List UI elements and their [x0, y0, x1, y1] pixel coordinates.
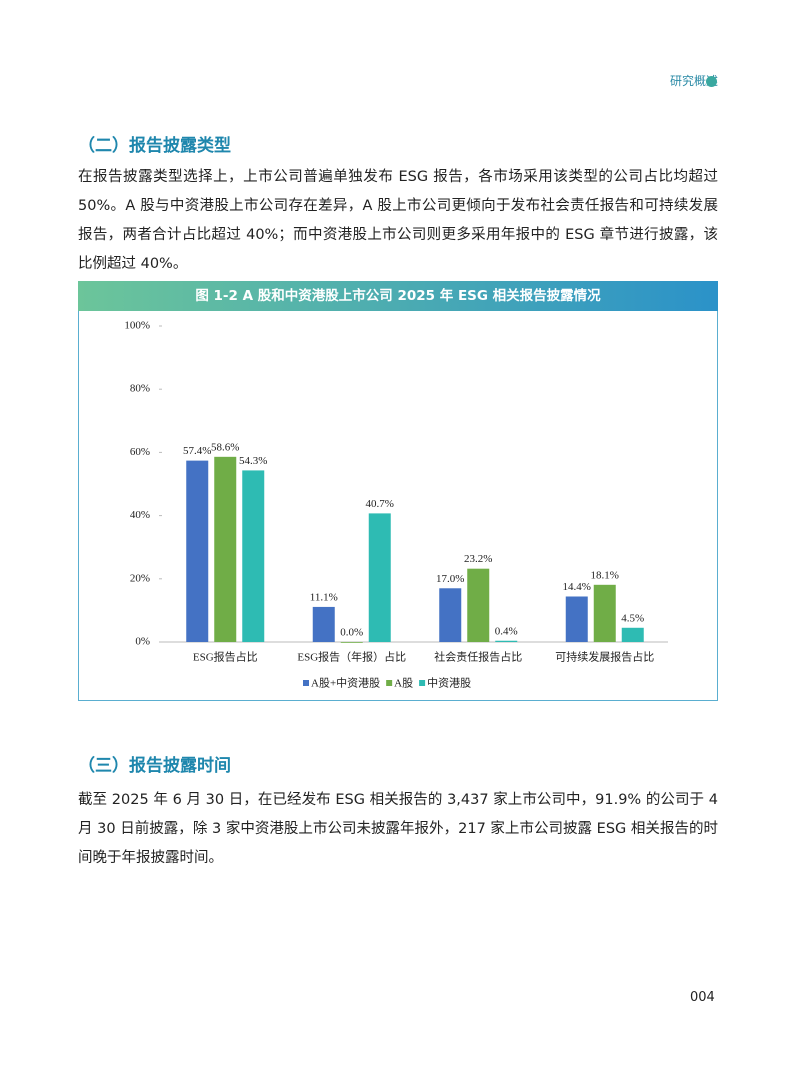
value-label: 11.1% — [310, 591, 338, 603]
legend-swatch — [419, 680, 426, 686]
value-label: 57.4% — [183, 445, 211, 457]
y-tick-label: 60% — [130, 446, 150, 458]
bar — [312, 606, 335, 642]
value-label: 0.4% — [495, 625, 518, 637]
bar — [565, 596, 588, 642]
header-dot — [706, 76, 717, 87]
y-tick-label: 20% — [130, 572, 150, 584]
bar — [186, 460, 209, 642]
y-tick-label: 0% — [135, 636, 150, 648]
paragraph: 在报告披露类型选择上，上市公司普遍单独发布 ESG 报告，各市场采用该类型的公司… — [78, 169, 718, 272]
bar — [495, 640, 518, 642]
chart: 图 1-2 A 股和中资港股上市公司 2025 年 ESG 相关报告披露情况 0… — [78, 281, 718, 701]
value-label: 58.6% — [211, 441, 239, 453]
x-tick-label: ESG报告占比 — [193, 650, 258, 664]
chart-title: 图 1-2 A 股和中资港股上市公司 2025 年 ESG 相关报告披露情况 — [195, 287, 601, 304]
y-tick-label: 100% — [124, 320, 150, 332]
value-label: 18.1% — [591, 569, 619, 581]
bar — [242, 470, 265, 642]
y-tick-label: 80% — [130, 383, 150, 395]
page-number: 004 — [690, 990, 715, 1005]
value-label: 14.4% — [563, 581, 591, 593]
running-header: 研究概述 — [669, 74, 718, 88]
legend-label: A股 — [394, 677, 413, 690]
x-tick-label: ESG报告（年报）占比 — [297, 650, 406, 664]
x-tick-label: 可持续发展报告占比 — [555, 650, 654, 664]
legend-label: 中资港股 — [427, 677, 471, 690]
x-tick-label: 社会责任报告占比 — [434, 650, 522, 664]
legend-swatch — [386, 680, 393, 686]
value-label: 23.2% — [464, 553, 492, 565]
paragraph: 截至 2025 年 6 月 30 日，在已经发布 ESG 相关报告的 3,437… — [78, 792, 718, 866]
y-tick-label: 40% — [130, 509, 150, 521]
chart-frame — [78, 281, 718, 701]
legend-label: A股+中资港股 — [311, 677, 380, 690]
value-label: 4.5% — [621, 612, 644, 624]
value-label: 17.0% — [436, 573, 464, 585]
bar — [593, 584, 616, 642]
bar — [214, 456, 237, 642]
bar — [621, 627, 644, 642]
section-heading: （二）报告披露类型 — [78, 136, 231, 156]
bar — [340, 642, 363, 643]
bar — [439, 588, 462, 642]
bar — [368, 513, 391, 642]
section-heading: （三）报告披露时间 — [78, 756, 231, 776]
value-label: 0.0% — [340, 627, 363, 639]
chart-title-bar — [78, 281, 718, 311]
value-label: 54.3% — [239, 455, 267, 467]
value-label: 40.7% — [366, 498, 394, 510]
legend-swatch — [303, 680, 309, 686]
bar — [467, 568, 490, 642]
